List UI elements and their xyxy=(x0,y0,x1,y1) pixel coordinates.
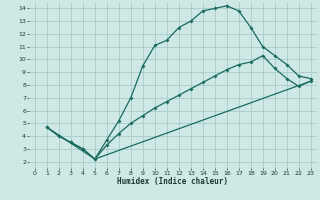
X-axis label: Humidex (Indice chaleur): Humidex (Indice chaleur) xyxy=(117,177,228,186)
